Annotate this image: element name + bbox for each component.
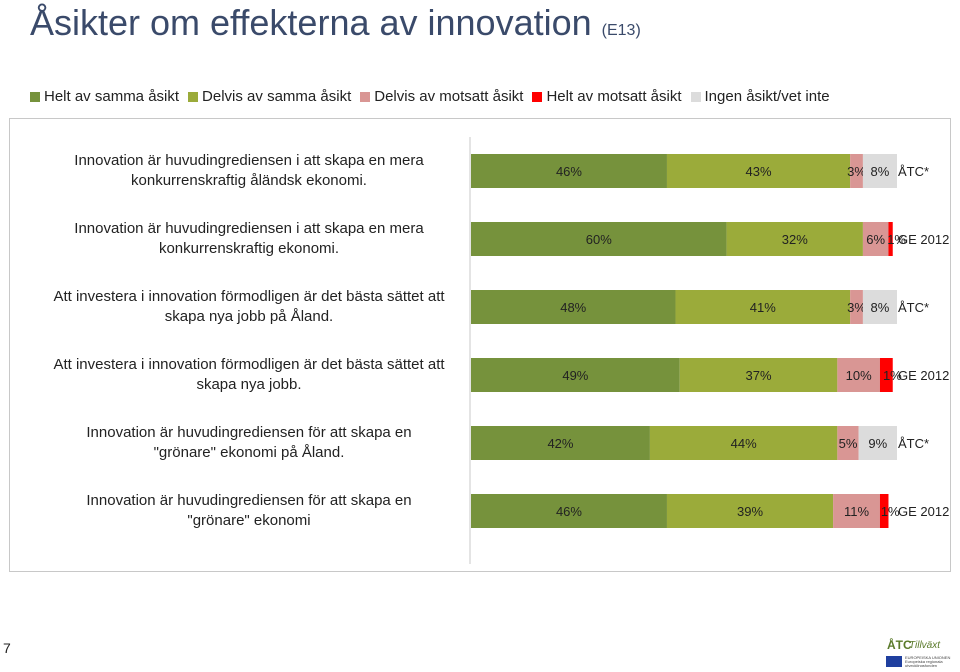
legend-item: Helt av samma åsikt: [30, 88, 179, 105]
bar-segment: [471, 358, 680, 392]
bar-segment: [675, 290, 851, 324]
bar-segment: [679, 358, 838, 392]
legend-swatch: [188, 91, 199, 102]
bar-segment: [837, 426, 859, 460]
legend-item: Helt av motsatt åsikt: [532, 88, 682, 105]
row-label-line: Att investera i innovation förmodligen ä…: [53, 288, 445, 305]
source-label: GE 2012: [898, 504, 949, 519]
title-code: (E13): [601, 22, 641, 39]
legend-swatch: [360, 91, 371, 102]
data-label: 42%: [547, 436, 573, 451]
bar-segment: [837, 358, 880, 392]
row-label-line: Innovation är huvudingrediensen för att …: [86, 492, 412, 509]
chart-legend: Helt av samma åsikt Delvis av samma åsikt…: [30, 88, 839, 105]
legend-item: Delvis av samma åsikt: [188, 88, 351, 105]
data-label: 39%: [737, 504, 763, 519]
bar-segment: [862, 290, 897, 324]
bar-segment: [879, 494, 889, 528]
data-label: 1%: [887, 232, 906, 247]
source-label: GE 2012: [898, 368, 949, 383]
legend-label: Delvis av motsatt åsikt: [374, 88, 524, 105]
data-label: 11%: [844, 504, 869, 519]
row-label-line: skapa nya jobb på Åland.: [164, 308, 334, 325]
title-text: Åsikter om effekterna av innovation: [30, 2, 592, 43]
bar-segment: [471, 222, 727, 256]
source-label: GE 2012: [898, 232, 949, 247]
legend-item: Ingen åsikt/vet inte: [690, 88, 830, 105]
row-label: Innovation är huvudingrediensen för att …: [30, 423, 468, 463]
tillvaxt-logo: Tillväxt: [909, 640, 941, 651]
legend-swatch: [690, 91, 701, 102]
row-label-line: Innovation är huvudingrediensen i att sk…: [74, 220, 424, 237]
chart-area: 46% 43% 3% 8% ÅTC* 60% 32% 6% 1% GE 2012 48% 41% 3% 8…: [9, 118, 951, 572]
page-number: 7: [3, 640, 11, 656]
bar-segment: [862, 222, 889, 256]
bar-segment: [666, 154, 851, 188]
data-label: 49%: [562, 368, 588, 383]
data-label: 43%: [746, 164, 772, 179]
row-label-line: "grönare" ekonomi på Åland.: [153, 444, 345, 461]
bar-segment: [833, 494, 880, 528]
row-label: Innovation är huvudingrediensen för att …: [30, 491, 468, 531]
row-label-line: Innovation är huvudingrediensen i att sk…: [74, 152, 424, 169]
row-label: Att investera i innovation förmodligen ä…: [30, 355, 468, 395]
row-label: Innovation är huvudingrediensen i att sk…: [30, 219, 468, 259]
legend-label: Delvis av samma åsikt: [202, 88, 352, 105]
bar-segment: [879, 358, 893, 392]
bar-segment: [649, 426, 838, 460]
bar-segment: [471, 494, 667, 528]
data-label: 1%: [883, 368, 902, 383]
legend-swatch: [30, 91, 40, 102]
source-label: ÅTC*: [898, 436, 929, 451]
data-label: 5%: [839, 436, 858, 451]
legend-label: Ingen åsikt/vet inte: [704, 88, 830, 105]
data-label: 3%: [847, 300, 866, 315]
row-label-line: "grönare" ekonomi: [187, 512, 311, 529]
data-label: 9%: [868, 436, 887, 451]
row-label-line: Innovation är huvudingrediensen för att …: [86, 424, 412, 441]
page-title: Åsikter om effekterna av innovation (E13…: [30, 2, 641, 44]
data-label: 44%: [731, 436, 757, 451]
row-label-line: konkurrenskraftig ekonomi.: [158, 240, 340, 257]
legend-label: Helt av samma åsikt: [44, 88, 180, 105]
data-label: 32%: [782, 232, 808, 247]
bar-segment: [471, 290, 676, 324]
legend-item: Delvis av motsatt åsikt: [360, 88, 523, 105]
data-label: 46%: [556, 504, 582, 519]
eu-text: EUROPEISKA UNIONEN Europeiska regionala …: [905, 656, 951, 667]
bar-segment: [850, 154, 863, 188]
data-label: 3%: [847, 164, 866, 179]
legend-swatch: [532, 91, 543, 102]
bar-segment: [471, 154, 667, 188]
data-label: 41%: [750, 300, 776, 315]
bar-segment: [471, 426, 650, 460]
data-label: 48%: [560, 300, 586, 315]
bar-segment: [850, 290, 863, 324]
data-label: 60%: [586, 232, 612, 247]
eu-flag-icon: [886, 656, 902, 667]
bar-segment: [666, 494, 834, 528]
data-label: 8%: [871, 300, 890, 315]
data-label: 1%: [881, 504, 900, 519]
data-label: 6%: [866, 232, 885, 247]
legend-label: Helt av motsatt åsikt: [546, 88, 682, 105]
source-label: ÅTC*: [898, 300, 929, 315]
bar-segment: [888, 222, 893, 256]
source-label: ÅTC*: [898, 164, 929, 179]
row-label: Att investera i innovation förmodligen ä…: [30, 287, 468, 327]
data-label: 10%: [846, 368, 872, 383]
data-label: 8%: [871, 164, 890, 179]
row-label-line: Att investera i innovation förmodligen ä…: [53, 356, 445, 373]
bar-segment: [726, 222, 863, 256]
bar-segment: [858, 426, 897, 460]
bar-segment: [862, 154, 897, 188]
data-label: 46%: [556, 164, 582, 179]
data-label: 37%: [746, 368, 772, 383]
row-label-line: skapa nya jobb.: [196, 376, 302, 393]
row-label: Innovation är huvudingrediensen i att sk…: [30, 151, 468, 191]
row-label-line: konkurrenskraftig åländsk ekonomi.: [131, 172, 367, 189]
atc-logo: ÅTC: [887, 638, 912, 652]
